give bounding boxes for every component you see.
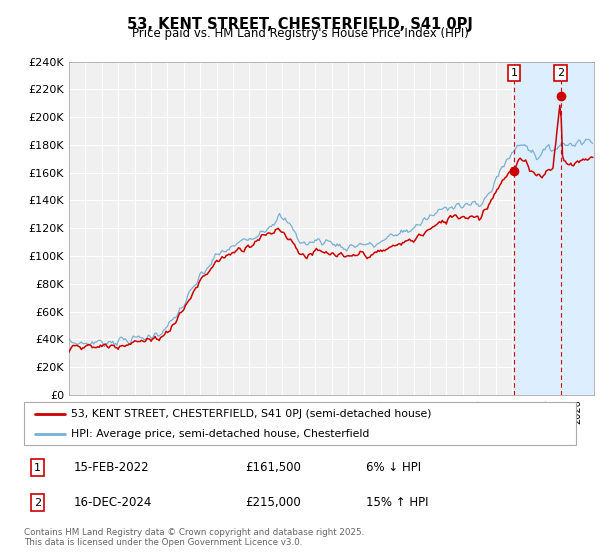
Text: Price paid vs. HM Land Registry's House Price Index (HPI): Price paid vs. HM Land Registry's House …	[131, 27, 469, 40]
Bar	[514, 62, 594, 395]
Text: 1: 1	[511, 68, 517, 78]
Text: 2: 2	[557, 68, 564, 78]
Text: 53, KENT STREET, CHESTERFIELD, S41 0PJ (semi-detached house): 53, KENT STREET, CHESTERFIELD, S41 0PJ (…	[71, 409, 431, 419]
Text: HPI: Average price, semi-detached house, Chesterfield: HPI: Average price, semi-detached house,…	[71, 430, 369, 439]
Text: 1: 1	[34, 463, 41, 473]
Text: 15% ↑ HPI: 15% ↑ HPI	[366, 496, 429, 509]
FancyBboxPatch shape	[24, 402, 576, 445]
Text: 15-FEB-2022: 15-FEB-2022	[74, 461, 149, 474]
Text: £161,500: £161,500	[245, 461, 301, 474]
Text: 53, KENT STREET, CHESTERFIELD, S41 0PJ: 53, KENT STREET, CHESTERFIELD, S41 0PJ	[127, 17, 473, 32]
Text: Contains HM Land Registry data © Crown copyright and database right 2025.
This d: Contains HM Land Registry data © Crown c…	[24, 528, 364, 547]
Text: £215,000: £215,000	[245, 496, 301, 509]
Text: 2: 2	[34, 498, 41, 507]
Text: 16-DEC-2024: 16-DEC-2024	[74, 496, 152, 509]
Text: 6% ↓ HPI: 6% ↓ HPI	[366, 461, 421, 474]
